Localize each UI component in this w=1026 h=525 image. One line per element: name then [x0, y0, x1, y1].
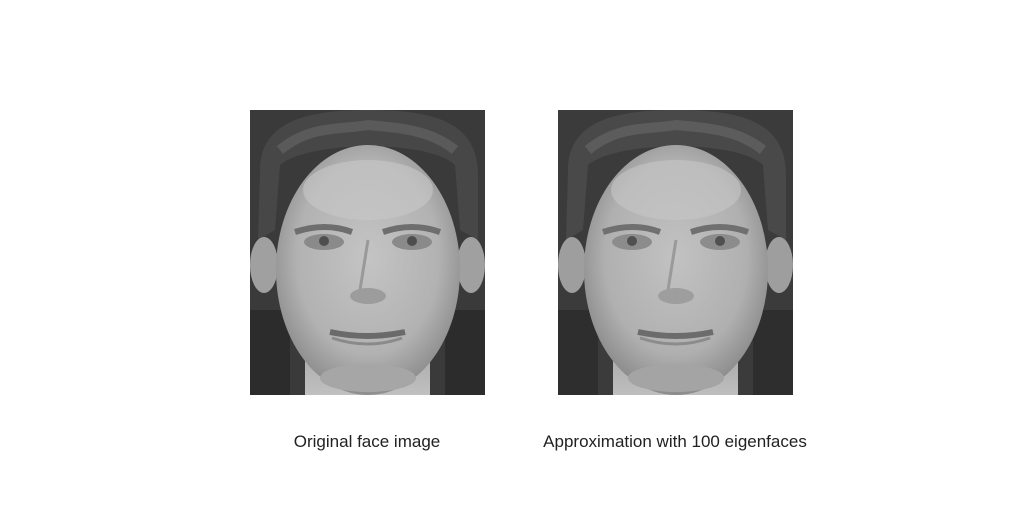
- approximation-face-caption: Approximation with 100 eigenfaces: [543, 432, 807, 451]
- approximation-face-image: [558, 110, 793, 395]
- original-face-image: [250, 110, 485, 395]
- original-face-caption: Original face image: [293, 432, 441, 451]
